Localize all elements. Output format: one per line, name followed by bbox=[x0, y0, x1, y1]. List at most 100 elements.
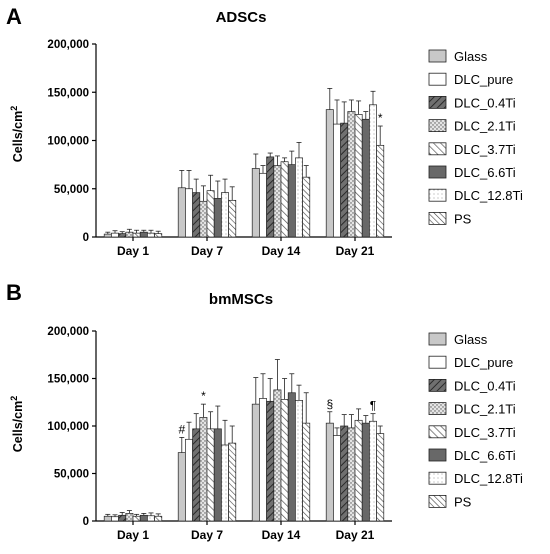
y-tick-label: 50,000 bbox=[54, 469, 89, 481]
legend-swatch bbox=[428, 72, 447, 86]
x-tick-label: Day 21 bbox=[336, 244, 375, 258]
significance-marker: § bbox=[326, 397, 333, 411]
bar-dlc-0-4ti-day-7 bbox=[192, 428, 201, 522]
bar-ps-day-21 bbox=[376, 144, 385, 238]
legend-label: DLC_2.1Ti bbox=[454, 402, 516, 417]
panel-b-title: bmMSCs bbox=[209, 291, 273, 308]
bar-glass-day-7 bbox=[177, 452, 186, 522]
bar-dlc-3-7ti-day-14 bbox=[280, 399, 289, 522]
x-tick-label: Day 21 bbox=[336, 528, 375, 542]
bar-dlc-pure-day-14 bbox=[259, 398, 267, 522]
bar-dlc-pure-day-7 bbox=[185, 438, 193, 522]
bar-dlc-3-7ti-day-14 bbox=[280, 161, 289, 238]
bar-dlc-6-6ti-day-21 bbox=[361, 118, 370, 238]
legend-label: DLC_12.8Ti bbox=[454, 188, 523, 203]
y-tick-label: 200,000 bbox=[47, 326, 89, 338]
bar-glass-day-1 bbox=[103, 515, 112, 522]
x-tick-label: Day 1 bbox=[117, 244, 149, 258]
bar-dlc-6-6ti-day-1 bbox=[139, 514, 148, 522]
bar-dlc-0-4ti-day-7 bbox=[192, 192, 201, 238]
legend-label: DLC_pure bbox=[454, 355, 513, 370]
bar-dlc-0-4ti-day-1 bbox=[118, 514, 127, 522]
significance-marker: ¶ bbox=[370, 399, 376, 413]
legend-swatch bbox=[428, 494, 447, 508]
y-tick-label: 50,000 bbox=[54, 184, 89, 196]
legend-label: Glass bbox=[454, 49, 488, 64]
bar-dlc-12-8ti-day-21 bbox=[369, 104, 377, 238]
bar-dlc-3-7ti-day-21 bbox=[354, 419, 363, 522]
legend-swatch bbox=[428, 332, 447, 346]
panel-a-title: ADSCs bbox=[216, 9, 267, 26]
legend-swatch bbox=[428, 402, 447, 416]
bar-dlc-2-1ti-day-21 bbox=[347, 111, 356, 238]
legend-swatch bbox=[428, 471, 447, 485]
x-tick-label: Day 1 bbox=[117, 528, 149, 542]
legend-label: DLC_0.4Ti bbox=[454, 378, 516, 393]
bar-dlc-0-4ti-day-21 bbox=[340, 122, 349, 238]
legend-swatch bbox=[428, 142, 447, 156]
legend-label: Glass bbox=[454, 332, 488, 347]
bar-dlc-2-1ti-day-14 bbox=[273, 165, 282, 238]
bar-dlc-2-1ti-day-1 bbox=[125, 513, 134, 522]
panel-a-plot: 0 50,000 100,000 150,000 200,000 Day 1 Day 7 Da… bbox=[47, 39, 392, 258]
bar-dlc-0-4ti-day-21 bbox=[340, 425, 349, 522]
bar-dlc-6-6ti-day-1 bbox=[139, 231, 148, 238]
bar-dlc-6-6ti-day-21 bbox=[361, 422, 370, 522]
legend-swatch bbox=[428, 378, 447, 392]
legend-label: DLC_2.1Ti bbox=[454, 119, 516, 134]
panel-a-letter: A bbox=[6, 4, 22, 29]
legend-swatch bbox=[428, 425, 447, 439]
bar-dlc-3-7ti-day-7 bbox=[206, 190, 215, 238]
bar-glass-day-7 bbox=[177, 187, 186, 238]
legend-label: DLC_pure bbox=[454, 72, 513, 87]
x-tick-label: Day 7 bbox=[191, 244, 223, 258]
bar-glass-day-21 bbox=[325, 422, 334, 522]
bar-dlc-6-6ti-day-14 bbox=[287, 164, 296, 238]
panel-b-plot: 0 50,000 100,000 150,000 200,000 Day 1 Day 7 Da… bbox=[47, 326, 392, 542]
bar-dlc-6-6ti-day-14 bbox=[287, 392, 296, 522]
significance-marker: * bbox=[201, 389, 206, 403]
legend-label: DLC_6.6Ti bbox=[454, 448, 516, 463]
legend-swatch bbox=[428, 355, 447, 369]
legend-label: DLC_3.7Ti bbox=[454, 142, 516, 157]
bar-ps-day-14 bbox=[302, 422, 311, 522]
legend-swatch bbox=[428, 119, 447, 132]
legend-swatch bbox=[428, 448, 447, 462]
bar-glass-day-14 bbox=[251, 168, 260, 238]
bar-ps-day-1 bbox=[154, 515, 163, 522]
significance-marker: # bbox=[178, 422, 185, 436]
panel-a-ylabel: Cells/cm2 bbox=[9, 106, 25, 162]
legend-label: DLC_3.7Ti bbox=[454, 425, 516, 440]
legend-label: DLC_0.4Ti bbox=[454, 95, 516, 110]
legend-swatch bbox=[428, 96, 447, 109]
bar-dlc-12-8ti-day-1 bbox=[147, 232, 155, 238]
bar-dlc-0-4ti-day-1 bbox=[118, 233, 127, 238]
legend-swatch bbox=[428, 188, 447, 202]
bar-ps-day-1 bbox=[154, 233, 163, 238]
bar-dlc-0-4ti-day-14 bbox=[266, 156, 275, 238]
bar-dlc-pure-day-21 bbox=[333, 435, 341, 522]
bar-ps-day-14 bbox=[302, 176, 311, 238]
legend-swatch bbox=[428, 211, 447, 225]
legend-label: DLC_6.6Ti bbox=[454, 165, 516, 180]
bar-dlc-3-7ti-day-1 bbox=[132, 515, 141, 522]
bar-ps-day-7 bbox=[228, 199, 237, 238]
panel-a-legend: Glass DLC_pure DLC_0.4Ti DLC_2.1Ti DLC_3.7Ti… bbox=[428, 49, 523, 226]
bar-dlc-12-8ti-day-21 bbox=[369, 420, 377, 522]
significance-marker: * bbox=[378, 111, 383, 125]
bar-dlc-3-7ti-day-7 bbox=[206, 428, 215, 522]
y-tick-label: 100,000 bbox=[47, 421, 89, 433]
bar-dlc-12-8ti-day-7 bbox=[221, 192, 229, 238]
bar-dlc-pure-day-7 bbox=[185, 188, 193, 238]
bar-glass-day-21 bbox=[325, 109, 334, 238]
bar-ps-day-7 bbox=[228, 442, 237, 522]
legend-label: PS bbox=[454, 211, 472, 226]
panel-b-ylabel: Cells/cm2 bbox=[9, 396, 25, 452]
panel-b-letter: B bbox=[6, 280, 22, 305]
y-tick-label: 150,000 bbox=[47, 374, 89, 386]
bar-glass-day-1 bbox=[103, 233, 112, 238]
bar-dlc-2-1ti-day-1 bbox=[125, 231, 134, 238]
bar-dlc-pure-day-1 bbox=[111, 516, 119, 522]
legend-label: PS bbox=[454, 494, 472, 509]
